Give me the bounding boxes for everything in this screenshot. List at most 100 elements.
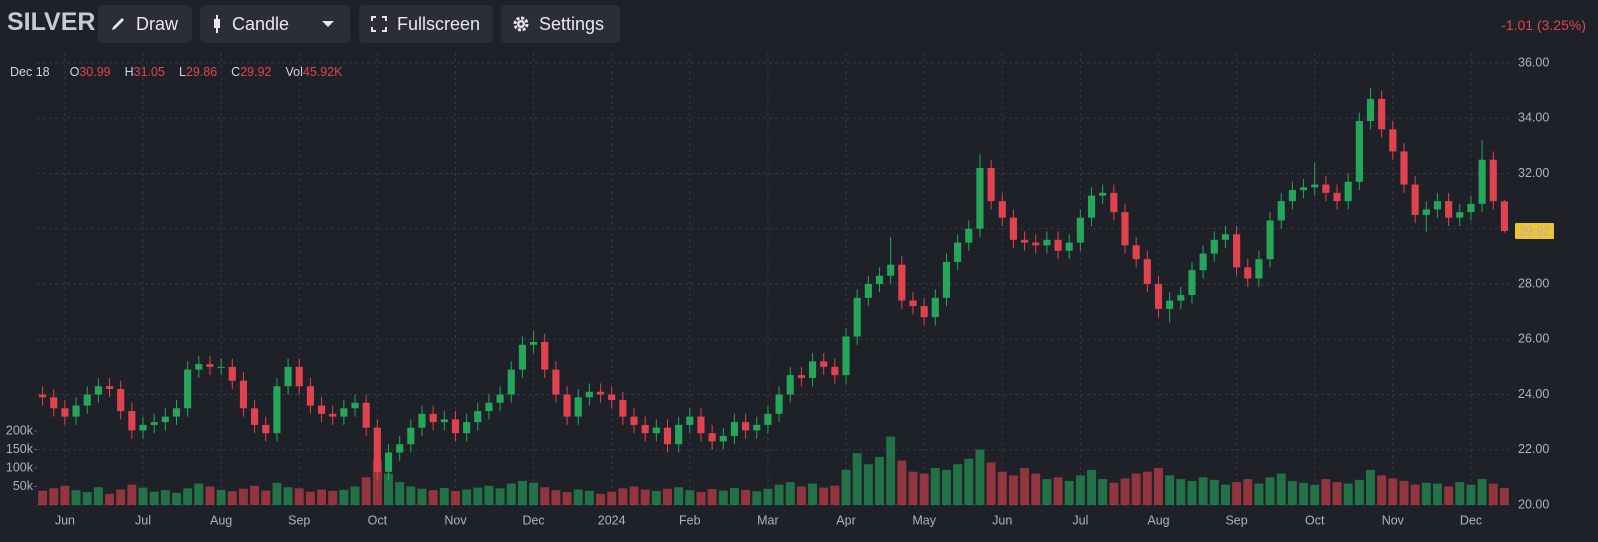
candle-body [775,394,783,414]
candle-body [418,413,426,428]
candle-icon [214,15,220,33]
volume-bar [272,482,282,505]
x-tick-label: Apr [836,513,855,527]
candle-body [184,369,192,409]
info-value: 29.86 [185,65,218,79]
candle-body [987,167,995,202]
volume-bar [138,487,148,505]
volume-bar [1332,482,1342,505]
fullscreen-icon [371,16,387,32]
candle-body [663,427,672,445]
volume-bar [651,490,661,505]
candle-body [1422,209,1430,215]
candle-body [1054,239,1062,251]
candle-body [1121,212,1129,246]
volume-bar [417,488,427,505]
candle-body [262,424,270,434]
volume-bar [194,483,204,505]
candle-body [541,342,549,370]
volume-bar [674,487,684,505]
fullscreen-button[interactable]: Fullscreen [359,5,493,43]
volume-bar [350,486,360,505]
candle-body [786,375,794,395]
volume-bar [1064,480,1074,505]
candle-body [284,366,292,387]
volume-bar [584,490,594,505]
candle-body [875,275,884,284]
candle-body [340,408,348,417]
info-value: 31.05 [133,65,165,79]
volume-bar [439,487,449,505]
button-label: Fullscreen [397,13,481,34]
candle-button[interactable]: Candle [200,5,350,43]
volume-bar [205,486,215,505]
volume-bar [283,487,293,505]
volume-bar [305,491,315,505]
volume-bar [328,490,338,505]
candle-body [1366,98,1375,122]
candle-body [1500,201,1508,231]
x-tick-label: Oct [1305,513,1325,527]
volume-tick-label: 50k [13,479,34,493]
candle-body [898,264,906,301]
volume-bar [573,489,583,505]
candle-body [407,427,415,445]
volume-bar [685,490,695,505]
volume-bar [1220,484,1230,505]
candle-body [485,402,493,412]
candle-body [273,386,281,434]
x-tick-label: Nov [444,513,467,527]
candle-body [195,364,203,370]
candle-body [228,366,236,381]
volume-bar [1265,477,1275,505]
volume-bar [149,491,159,505]
volume-bar [986,462,996,505]
info-value: 30.99 [79,65,111,79]
info-value: 45.92K [302,65,343,79]
candle-body [306,386,314,406]
candle-body [1433,201,1442,210]
draw-button[interactable]: Draw [98,5,192,43]
candle-body [150,422,158,425]
volume-bar [729,487,739,505]
candle-body [686,416,694,425]
x-tick-label: Jun [992,513,1012,527]
volume-bar [484,485,494,505]
volume-bar [1109,482,1119,505]
volume-bar [696,492,706,505]
volume-bar [105,493,114,505]
candle-body [105,386,114,389]
volume-bar [897,460,907,505]
candle-body [1311,184,1319,188]
x-tick-label: Feb [679,513,701,527]
candle-body [1199,253,1207,271]
price-change: -1.01 (3.25%) [1501,17,1586,33]
volume-bar [763,488,773,505]
candle-body [920,306,928,318]
candle-body [585,391,593,398]
x-tick-label: Mar [757,513,779,527]
info-label: L [178,65,186,79]
y-tick-label: 32.00 [1518,166,1549,180]
x-tick-label: Dec [1460,513,1482,527]
x-tick-label: Jul [135,513,151,527]
ohlc-info: Dec 18 O 30.99 H 31.05 L 29.86 C 29.92 V… [10,65,357,79]
candle-body [552,369,560,395]
volume-bar [1087,469,1096,505]
candle-body [440,419,448,423]
candle-body [1288,190,1296,202]
volume-tick-label: 200k [6,423,34,437]
volume-bar [428,490,438,505]
candle-body [72,405,80,417]
settings-button[interactable]: Settings [501,5,620,43]
volume-bar [919,473,929,505]
volume-bar [1455,482,1465,505]
volume-bar [1433,483,1442,505]
button-label: Settings [539,13,605,34]
volume-bar [718,490,728,505]
volume-bar [540,487,550,505]
volume-bar [294,488,304,505]
volume-bar [116,489,126,505]
